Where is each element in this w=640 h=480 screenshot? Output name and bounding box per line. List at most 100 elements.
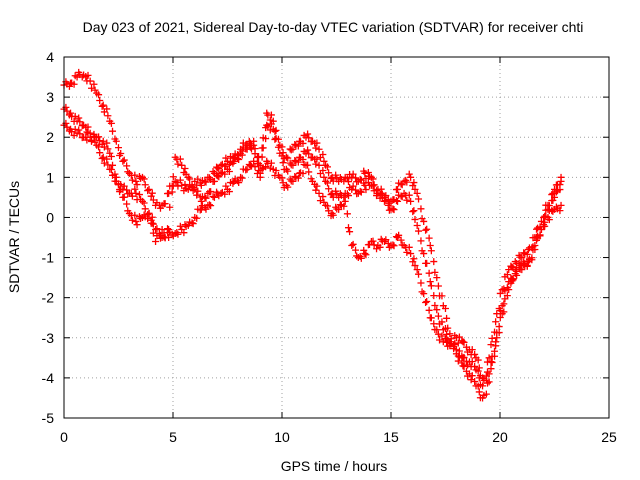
- data-point: [266, 126, 274, 134]
- data-point: [492, 338, 500, 346]
- data-point: [234, 155, 242, 163]
- data-point: [267, 159, 275, 167]
- x-tick-label: 20: [492, 429, 508, 445]
- data-point: [107, 119, 115, 127]
- data-point: [455, 347, 463, 355]
- data-point: [315, 145, 323, 153]
- data-point: [488, 352, 496, 360]
- data-point: [403, 248, 411, 256]
- data-point: [284, 183, 292, 191]
- chart-title: Day 023 of 2021, Sidereal Day-to-day VTE…: [83, 19, 584, 35]
- data-point: [131, 211, 139, 219]
- data-point: [184, 173, 192, 181]
- data-point: [262, 135, 270, 143]
- data-point: [291, 156, 299, 164]
- data-point: [201, 177, 209, 185]
- data-point: [493, 329, 501, 337]
- data-point: [482, 376, 490, 384]
- data-point: [193, 191, 201, 199]
- data-point: [255, 159, 263, 167]
- x-tick-labels: 0 5 10 15 20 25: [60, 429, 617, 445]
- data-point: [238, 151, 246, 159]
- data-point: [109, 161, 117, 169]
- data-point: [487, 358, 495, 366]
- data-point: [503, 284, 511, 292]
- data-point: [84, 129, 92, 137]
- data-point: [264, 122, 272, 130]
- data-point: [520, 249, 528, 257]
- data-point: [417, 205, 425, 213]
- data-point: [312, 186, 320, 194]
- data-point: [405, 170, 413, 178]
- data-point: [305, 150, 313, 158]
- data-point: [148, 189, 156, 197]
- data-point: [299, 170, 307, 178]
- data-point: [299, 139, 307, 147]
- data-point: [90, 80, 98, 88]
- data-point: [557, 201, 565, 209]
- data-point: [289, 145, 297, 153]
- data-point: [468, 346, 476, 354]
- data-point: [63, 107, 71, 115]
- data-point: [140, 175, 148, 183]
- data-point: [369, 182, 377, 190]
- data-point: [431, 268, 439, 276]
- data-point: [438, 292, 446, 300]
- data-point: [319, 167, 327, 175]
- data-point: [145, 209, 153, 217]
- data-point: [76, 118, 84, 126]
- data-point: [382, 236, 390, 244]
- data-point: [349, 182, 357, 190]
- data-point: [304, 146, 312, 154]
- data-point: [425, 306, 433, 314]
- data-point: [405, 191, 413, 199]
- data-point: [503, 271, 511, 279]
- data-point: [434, 282, 442, 290]
- data-point: [103, 155, 111, 163]
- data-point: [423, 259, 431, 267]
- data-point: [460, 338, 468, 346]
- data-point: [427, 314, 435, 322]
- data-point: [269, 125, 277, 133]
- data-point: [492, 318, 500, 326]
- data-point: [132, 217, 140, 225]
- x-tick-label: 5: [169, 429, 177, 445]
- data-point: [410, 179, 418, 187]
- y-tick-label: 1: [46, 169, 54, 185]
- data-point: [184, 185, 192, 193]
- data-point: [284, 154, 292, 162]
- data-point: [266, 164, 274, 172]
- data-point: [468, 372, 476, 380]
- data-point: [361, 250, 369, 258]
- data-point: [221, 170, 229, 178]
- data-point: [319, 150, 327, 158]
- data-point: [320, 157, 328, 165]
- data-point: [493, 310, 501, 318]
- data-point: [430, 292, 438, 300]
- data-point: [70, 80, 78, 88]
- data-point: [291, 140, 299, 148]
- data-point: [319, 193, 327, 201]
- data-point: [132, 177, 140, 185]
- data-point: [304, 130, 312, 138]
- data-point: [556, 181, 564, 189]
- data-point: [117, 149, 125, 157]
- data-point: [106, 149, 114, 157]
- data-point: [156, 231, 164, 239]
- data-point: [222, 182, 230, 190]
- data-point: [420, 217, 428, 225]
- data-point: [144, 215, 152, 223]
- data-point: [83, 128, 91, 136]
- data-point: [263, 121, 271, 129]
- data-point: [390, 242, 398, 250]
- data-point: [133, 221, 141, 229]
- data-point: [184, 221, 192, 229]
- data-point: [474, 356, 482, 364]
- data-point: [316, 197, 324, 205]
- data-point: [362, 175, 370, 183]
- data-point: [460, 362, 468, 370]
- data-point: [495, 323, 503, 331]
- data-point: [315, 189, 323, 197]
- data-point: [100, 143, 108, 151]
- data-point: [258, 153, 266, 161]
